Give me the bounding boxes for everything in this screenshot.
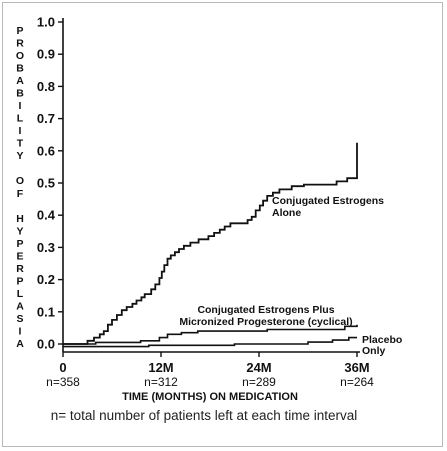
series-line-2 [63, 336, 357, 348]
x-tick-label: 0 [59, 360, 66, 375]
series-label-0: Conjugated Estrogens Alone [272, 195, 384, 219]
y-axis-label-letter: S [16, 313, 23, 325]
x-tick-label: 36M [344, 360, 369, 375]
y-tick-label: 0.8 [37, 79, 55, 94]
y-axis-label-letter: H [16, 213, 24, 225]
y-tick-label: 0.7 [37, 111, 55, 126]
series-lines [63, 142, 358, 348]
y-axis-label-letter: L [17, 113, 24, 125]
y-axis-label-letter: A [16, 75, 24, 87]
y-tick-label: 0.9 [37, 47, 55, 62]
chart-frame [2, 2, 443, 447]
y-axis-label-letter: Y [16, 225, 23, 237]
series-label-1: Conjugated Estrogens Plus Micronized Prog… [179, 304, 352, 328]
y-axis-label-letter: A [16, 300, 24, 312]
y-axis-label-letter: I [19, 325, 22, 337]
y-tick-labels: 0.0 0.1 0.2 0.3 0.4 0.5 0.6 0.7 0.8 0.9 1.0 [37, 15, 63, 352]
y-axis-label-letter: E [16, 250, 23, 262]
y-axis-label-letter: P [16, 238, 23, 250]
y-axis-label-letter: R [16, 263, 24, 275]
footnote: n= total number of patients left at each… [51, 408, 358, 423]
y-axis-label-letter: O [16, 50, 24, 62]
y-tick-label: 0.5 [37, 176, 55, 191]
x-tick-label: 24M [246, 360, 271, 375]
y-tick-label: 0.1 [37, 304, 55, 319]
y-tick-label: 0.2 [37, 272, 55, 287]
y-axis-label-letter: T [17, 138, 24, 150]
series-line-1 [63, 324, 358, 345]
x-axis-label: TIME (MONTHS) ON MEDICATION [122, 391, 298, 403]
y-tick-label: 0.4 [37, 208, 56, 223]
x-tick-count: n=312 [144, 375, 178, 389]
y-axis-label-letter: I [19, 100, 22, 112]
y-axis-label-letter: O [16, 175, 24, 187]
y-axis-label-letter: P [16, 275, 23, 287]
y-tick-label: 0.0 [37, 337, 55, 352]
y-tick-label: 0.3 [37, 240, 55, 255]
series-label-2: Placebo Only [362, 334, 402, 357]
axes [62, 18, 360, 353]
y-axis-label-letter: R [16, 38, 24, 50]
x-tick-labels: 0 12M 24M 36M [59, 352, 370, 375]
y-axis-label-letter: L [17, 288, 24, 300]
x-tick-counts: n=358 n=312 n=289 n=264 [46, 375, 374, 389]
series-line-0 [63, 142, 358, 345]
y-axis-label-letter: I [19, 125, 22, 137]
y-axis-label-letter: F [17, 188, 24, 200]
y-axis-label-letter: B [16, 63, 24, 75]
y-axis-label-letter: A [16, 338, 24, 350]
y-axis-label-letter: Y [16, 150, 23, 162]
y-tick-label: 0.6 [37, 143, 55, 158]
x-tick-label: 12M [148, 360, 173, 375]
x-tick-count: n=358 [46, 375, 80, 389]
y-axis-label-letter: P [16, 25, 23, 37]
y-tick-label: 1.0 [37, 15, 55, 30]
x-tick-count: n=264 [340, 375, 374, 389]
series-labels: Conjugated Estrogens Alone Conjugated Estr… [179, 195, 402, 357]
y-axis-label-letter: B [16, 88, 24, 100]
x-tick-count: n=289 [242, 375, 276, 389]
